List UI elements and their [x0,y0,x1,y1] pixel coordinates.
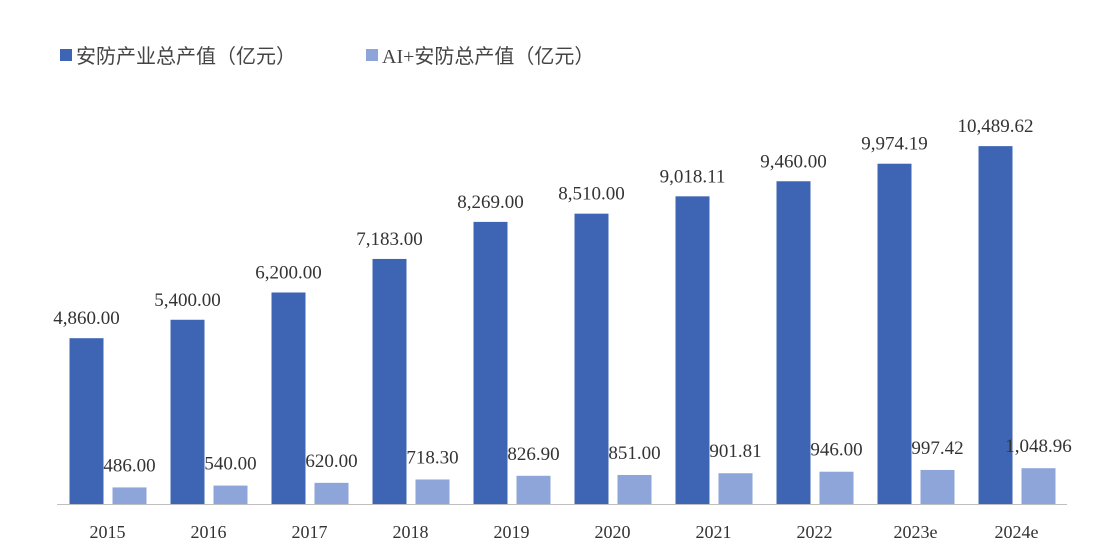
x-tick-label: 2022 [797,522,833,542]
data-label-ai: 540.00 [204,454,256,475]
data-label-total: 9,018.11 [660,166,726,187]
x-tick-label: 2021 [696,522,732,542]
bar-total [271,292,306,504]
bar-total [170,319,205,504]
data-label-ai: 1,048.96 [1005,436,1072,457]
bar-ai [617,474,652,504]
bar-ai [920,469,955,504]
bar-ai [112,487,147,504]
bar-total [978,146,1013,504]
x-tick-label: 2019 [494,522,530,542]
data-label-ai: 718.30 [406,447,458,468]
bar-total [877,163,912,505]
data-label-ai: 486.00 [103,455,155,476]
data-label-total: 6,200.00 [255,262,322,283]
legend-item-ai: AI+安防总产值（亿元） [366,40,594,69]
data-label-ai: 901.81 [709,441,761,462]
bar-ai [516,475,551,504]
legend-item-total: 安防产业总产值（亿元） [60,40,296,69]
bar-total [675,196,710,504]
x-tick-label: 2020 [595,522,631,542]
bar-total [69,338,104,504]
data-label-total: 8,510.00 [558,184,625,205]
bar-total [473,221,508,504]
data-label-ai: 946.00 [810,440,862,461]
bar-ai [819,471,854,504]
bar-total [574,213,609,504]
data-label-total: 4,860.00 [53,308,120,329]
bar-total [372,258,407,504]
data-label-total: 8,269.00 [457,192,524,213]
x-tick-label: 2016 [191,522,227,542]
x-tick-label: 2015 [90,522,126,542]
bar-ai [314,482,349,504]
x-tick-label: 2024e [995,522,1039,542]
legend-swatch-ai [366,48,378,61]
data-label-total: 9,974.19 [861,134,928,155]
data-label-total: 10,489.62 [958,116,1034,137]
x-tick-label: 2023e [894,522,938,542]
legend-label-total: 安防产业总产值（亿元） [76,46,296,68]
bar-ai [213,485,248,504]
legend-swatch-total [60,48,72,61]
data-label-ai: 997.42 [911,438,963,459]
bar-total [776,181,811,504]
x-tick-label: 2017 [292,522,328,542]
data-label-total: 7,183.00 [356,229,423,250]
data-label-ai: 620.00 [305,451,357,472]
data-label-ai: 826.90 [507,444,559,465]
bar-ai [415,479,450,504]
data-label-total: 5,400.00 [154,290,221,311]
data-label-ai: 851.00 [608,443,660,464]
legend-label-ai: AI+安防总产值（亿元） [382,46,595,68]
x-tick-label: 2018 [393,522,429,542]
bar-ai [718,473,753,504]
data-label-total: 9,460.00 [760,151,827,172]
bar-ai [1021,468,1056,504]
legend: 安防产业总产值（亿元） AI+安防总产值（亿元） [60,40,594,69]
